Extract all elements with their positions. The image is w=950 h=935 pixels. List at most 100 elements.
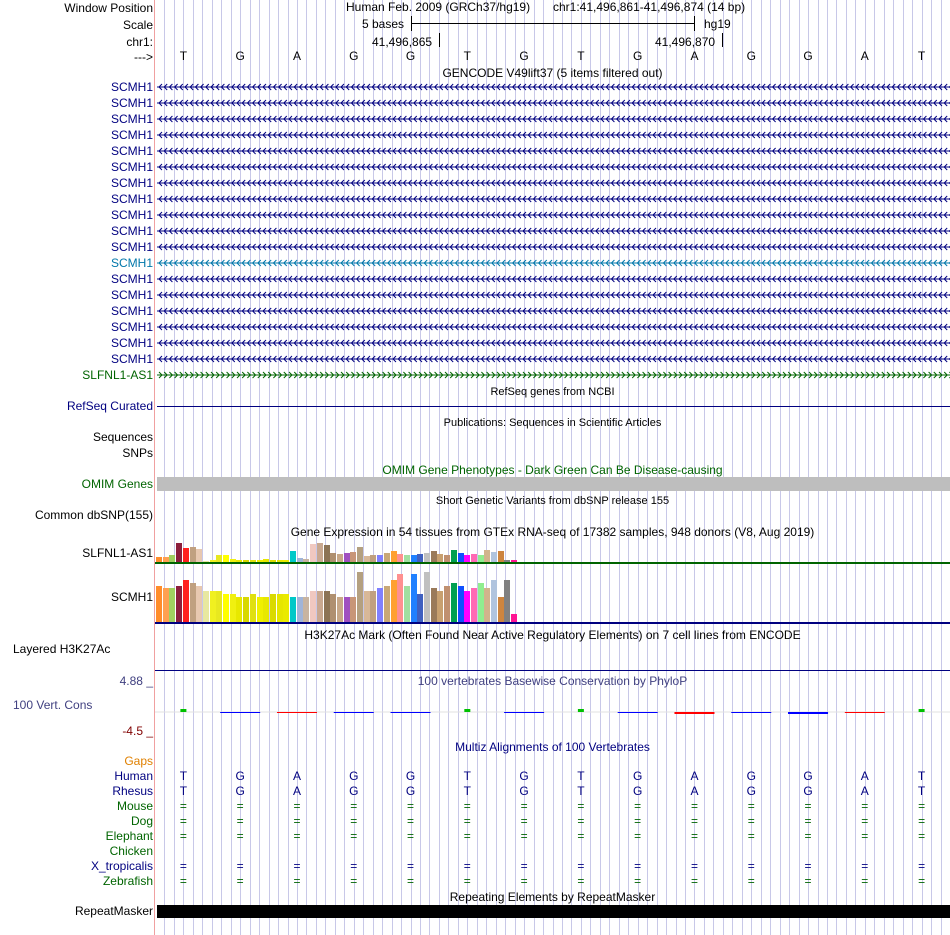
gtex-bar[interactable] (296, 597, 303, 622)
gencode-feature[interactable] (157, 338, 950, 348)
gtex-bar[interactable] (290, 551, 297, 562)
gencode-feature[interactable] (157, 210, 950, 220)
gencode-feature[interactable] (157, 354, 950, 364)
gtex-bar[interactable] (464, 555, 471, 562)
gtex-bar[interactable] (491, 580, 498, 622)
gencode-item-label[interactable]: SCMH1 (110, 352, 153, 366)
gtex-bar[interactable] (310, 591, 317, 622)
gtex-bar[interactable] (450, 583, 457, 622)
gtex-bar[interactable] (437, 554, 444, 562)
gencode-feature[interactable] (157, 290, 950, 300)
gencode-item-label[interactable]: SCMH1 (110, 176, 153, 190)
gtex-bar[interactable] (229, 594, 236, 622)
gtex-title[interactable]: Gene Expression in 54 tissues from GTEx … (290, 525, 815, 539)
gencode-feature[interactable] (157, 274, 950, 284)
gtex-bar[interactable] (343, 597, 350, 622)
gtex-bar[interactable] (410, 555, 417, 562)
gtex-bar[interactable] (202, 561, 209, 562)
phylop-label[interactable]: 100 Vert. Cons (13, 698, 93, 712)
gtex-bar[interactable] (417, 594, 424, 622)
gtex-bar[interactable] (444, 555, 451, 562)
gtex-bar[interactable] (189, 583, 196, 622)
gtex-bar[interactable] (269, 560, 276, 562)
gtex-bar[interactable] (236, 597, 243, 622)
gencode-item-label[interactable]: SCMH1 (110, 256, 153, 270)
gencode-item-label[interactable]: SCMH1 (110, 304, 153, 318)
gtex-bar[interactable] (511, 614, 518, 622)
gtex-bar[interactable] (236, 560, 243, 562)
gtex-bar[interactable] (350, 552, 357, 562)
gtex-bar[interactable] (176, 543, 183, 562)
multiz-title[interactable]: Multiz Alignments of 100 Vertebrates (455, 740, 650, 754)
gtex-bar[interactable] (403, 555, 410, 562)
gencode-item-label[interactable]: SCMH1 (110, 112, 153, 126)
gtex-gene-label-1[interactable]: SLFNL1-AS1 (82, 546, 153, 560)
gtex-bar[interactable] (504, 560, 511, 562)
gtex-bar[interactable] (223, 594, 230, 622)
gtex-bar[interactable] (464, 591, 471, 622)
repeatmasker-label[interactable]: RepeatMasker (74, 904, 153, 918)
repeatmasker-title[interactable]: Repeating Elements by RepeatMasker (449, 890, 656, 904)
refseq-feature-line[interactable] (157, 406, 950, 407)
gtex-bar[interactable] (336, 554, 343, 562)
gencode-item-label[interactable]: SCMH1 (110, 224, 153, 238)
gencode-item-label[interactable]: SCMH1 (110, 288, 153, 302)
sequences-label[interactable]: Sequences (92, 430, 153, 444)
gtex-bar[interactable] (457, 586, 464, 622)
publications-title[interactable]: Publications: Sequences in Scientific Ar… (443, 417, 662, 429)
gtex-bar[interactable] (470, 588, 477, 622)
gtex-bar[interactable] (424, 553, 431, 562)
gtex-bar[interactable] (484, 588, 491, 622)
gtex-bar[interactable] (450, 550, 457, 562)
gtex-bar[interactable] (357, 547, 364, 562)
gtex-bar[interactable] (504, 580, 511, 622)
dbsnp-label[interactable]: Common dbSNP(155) (34, 508, 153, 522)
gtex-bar[interactable] (189, 547, 196, 562)
gencode-feature[interactable] (157, 242, 950, 252)
gtex-bar[interactable] (330, 553, 337, 562)
gtex-bar[interactable] (511, 560, 518, 562)
gencode-feature[interactable] (157, 370, 950, 380)
gtex-bar[interactable] (243, 597, 250, 622)
gtex-bar[interactable] (256, 560, 263, 562)
phylop-title[interactable]: 100 vertebrates Basewise Conservation by… (417, 674, 688, 688)
gtex-bar[interactable] (156, 586, 163, 622)
gtex-bar[interactable] (383, 553, 390, 562)
gtex-bar[interactable] (397, 554, 404, 562)
gtex-bar[interactable] (276, 560, 283, 562)
gtex-bar[interactable] (229, 559, 236, 562)
phylop-plot[interactable] (155, 700, 950, 724)
gtex-bar[interactable] (283, 594, 290, 622)
gtex-bar[interactable] (437, 591, 444, 622)
multiz-species-label[interactable]: X_tropicalis (90, 859, 153, 873)
gencode-item-label[interactable]: SCMH1 (110, 240, 153, 254)
gtex-bar[interactable] (290, 597, 297, 622)
gencode-item-label[interactable]: SCMH1 (110, 96, 153, 110)
multiz-species-label[interactable]: Zebrafish (102, 874, 153, 888)
gtex-bar[interactable] (156, 557, 163, 562)
snps-label[interactable]: SNPs (122, 446, 153, 460)
gtex-bar[interactable] (444, 586, 451, 622)
gencode-feature[interactable] (157, 258, 950, 268)
gtex-bar[interactable] (343, 553, 350, 562)
gtex-bar[interactable] (410, 574, 417, 622)
gtex-bar[interactable] (176, 586, 183, 622)
gtex-bar[interactable] (370, 591, 377, 622)
gtex-bar[interactable] (303, 559, 310, 562)
gtex-bar[interactable] (417, 554, 424, 562)
gtex-bar[interactable] (497, 551, 504, 562)
gtex-bar[interactable] (296, 558, 303, 562)
multiz-species-label[interactable]: Elephant (105, 829, 153, 843)
gtex-bar[interactable] (263, 597, 270, 622)
gtex-bar[interactable] (390, 580, 397, 622)
h3k27ac-label[interactable]: Layered H3K27Ac (13, 642, 111, 656)
gencode-feature[interactable] (157, 98, 950, 108)
gtex-gene-label-2[interactable]: SCMH1 (110, 590, 153, 604)
omim-label[interactable]: OMIM Genes (81, 477, 153, 491)
gencode-feature[interactable] (157, 306, 950, 316)
gencode-item-label[interactable]: SCMH1 (110, 208, 153, 222)
gtex-bar[interactable] (323, 545, 330, 562)
refseq-title[interactable]: RefSeq genes from NCBI (490, 386, 615, 398)
gtex-bar[interactable] (484, 550, 491, 562)
gtex-bar[interactable] (316, 543, 323, 562)
